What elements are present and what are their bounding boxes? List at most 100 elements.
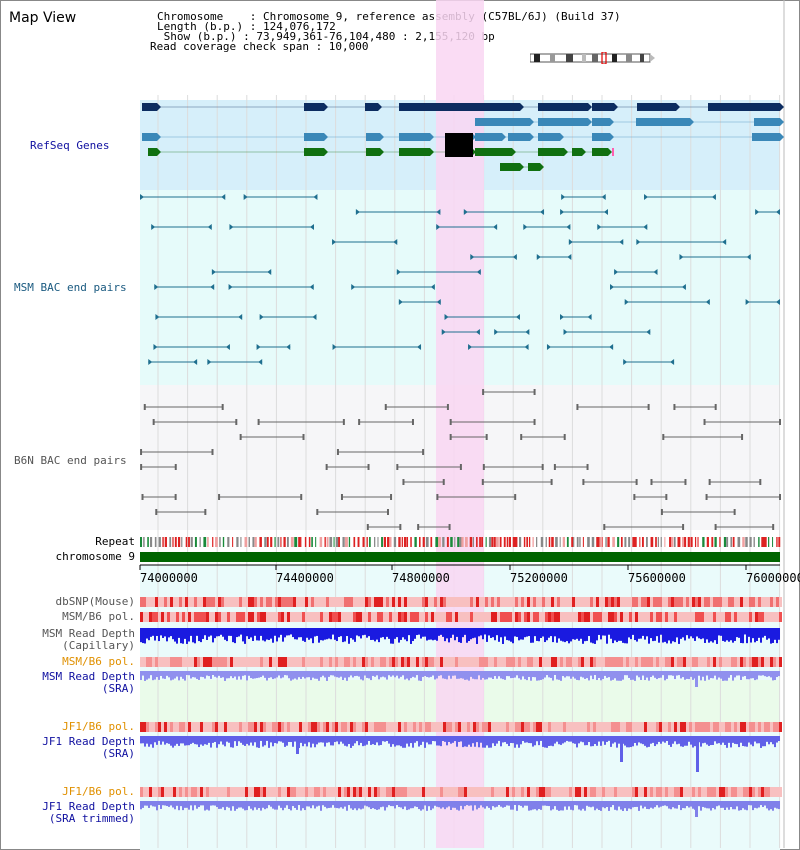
heat-cell (560, 612, 563, 622)
read-depth-bar (700, 671, 702, 681)
read-depth-bar (776, 628, 778, 644)
b6n-bac-end (650, 479, 653, 485)
heat-cell (587, 657, 590, 667)
heat-cell (524, 597, 527, 607)
repeat-element (398, 537, 401, 547)
heat-cell (383, 722, 386, 732)
read-depth-bar (402, 628, 404, 638)
heat-cell (713, 787, 716, 797)
heat-cell (743, 657, 746, 667)
read-depth-bar (642, 628, 644, 636)
read-depth-bar (486, 801, 488, 807)
read-depth-bar (714, 671, 716, 676)
read-depth-bar (342, 628, 344, 643)
read-depth-bar (490, 628, 492, 638)
read-depth-bar (176, 628, 178, 644)
read-depth-bar (508, 801, 510, 806)
read-depth-bar (234, 628, 236, 644)
heat-cell (620, 612, 623, 622)
heat-cell (665, 787, 668, 797)
read-depth-bar (558, 801, 560, 811)
heat-cell (650, 722, 653, 732)
heat-cell (179, 787, 182, 797)
read-depth-bar (230, 628, 232, 636)
read-depth-bar (460, 736, 462, 742)
heat-cell (425, 787, 428, 797)
heat-cell (164, 722, 167, 732)
heat-cell (401, 612, 404, 622)
read-depth-bar (212, 628, 214, 643)
read-depth-bar (224, 628, 226, 640)
read-depth-bar (386, 736, 388, 742)
read-depth-bar (386, 671, 388, 680)
heat-cell (254, 722, 257, 732)
heat-cell (488, 722, 491, 732)
b6n-bac-end (485, 434, 488, 440)
track-label-msm-b6-pol-sra: MSM/B6 pol. (62, 655, 135, 668)
read-depth-bar (166, 671, 168, 676)
heat-cell (623, 722, 626, 732)
read-depth-bar (452, 801, 454, 808)
read-depth-bar (422, 736, 424, 742)
read-depth-bar (774, 671, 776, 681)
read-depth-bar (664, 736, 666, 743)
read-depth-bar (484, 628, 486, 635)
heat-cell (173, 722, 176, 732)
repeat-element (177, 537, 181, 547)
heat-cell (428, 787, 431, 797)
heat-cell (401, 597, 404, 607)
heat-cell (689, 597, 692, 607)
msm-bac-end (396, 269, 401, 275)
read-depth-bar (738, 671, 740, 676)
read-depth-bar (180, 671, 182, 677)
heat-cell (770, 597, 773, 607)
axis-tick-label: 74400000 (276, 571, 334, 585)
read-depth-bar (382, 628, 384, 638)
read-depth-bar (168, 801, 170, 807)
msm-bac-end (643, 224, 648, 230)
heat-cell (212, 657, 215, 667)
heat-cell (581, 612, 584, 622)
read-depth-bar (538, 628, 540, 642)
gene-strand-arrow (780, 103, 784, 111)
read-depth-bar (492, 801, 494, 807)
repeat-element (742, 537, 745, 547)
read-depth-bar (640, 628, 642, 639)
read-depth-bar (178, 801, 180, 811)
heat-cell (599, 612, 602, 622)
read-depth-bar (272, 736, 274, 747)
msm-bac-end (259, 314, 264, 320)
heat-cell (413, 722, 416, 732)
read-depth-bar (306, 628, 308, 638)
read-depth-bar (488, 801, 490, 808)
heat-cell (641, 612, 644, 622)
repeat-element (496, 537, 499, 547)
repeat-element (274, 537, 276, 547)
msm-bac-end (258, 359, 263, 365)
heat-cell (749, 657, 752, 667)
read-depth-bar (152, 736, 154, 748)
heat-cell (251, 612, 254, 622)
read-depth-bar (276, 671, 278, 678)
chromosome-ideogram[interactable] (530, 52, 656, 64)
b6n-bac-end (660, 509, 663, 515)
read-depth-bar (604, 801, 606, 809)
read-depth-bar (456, 628, 458, 637)
heat-cell (248, 657, 251, 667)
read-depth-bar (526, 671, 528, 681)
read-depth-bar (566, 671, 568, 677)
b6n-bac-end (772, 524, 775, 530)
heat-cell (599, 787, 602, 797)
read-depth-bar (652, 628, 654, 642)
read-depth-bar (644, 736, 646, 746)
read-depth-bar (678, 628, 680, 644)
heat-cell (620, 787, 623, 797)
read-depth-bar (344, 628, 346, 642)
read-depth-bar (244, 628, 246, 644)
heat-cell (665, 657, 668, 667)
read-depth-bar (170, 736, 172, 746)
heat-cell (629, 657, 632, 667)
heat-cell (407, 787, 410, 797)
repeat-element (528, 537, 531, 547)
